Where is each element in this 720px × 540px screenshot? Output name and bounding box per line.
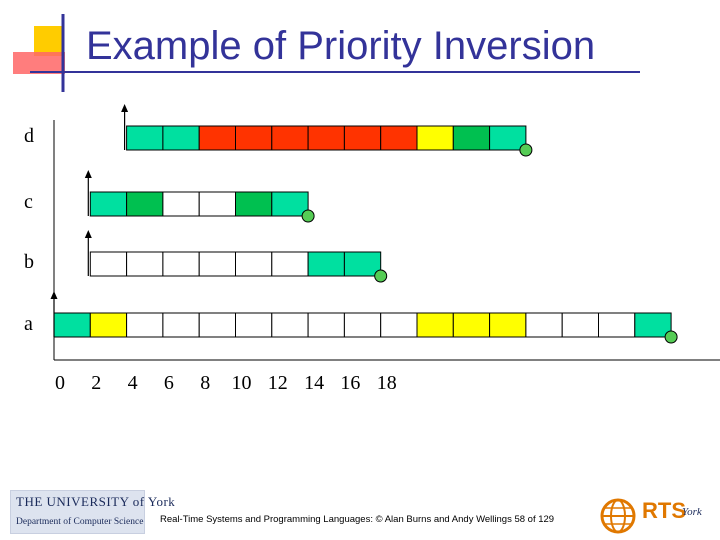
time-slot (162, 312, 200, 338)
time-slot (198, 312, 236, 338)
completion-marker-icon (664, 330, 678, 344)
time-slot (634, 312, 672, 338)
time-slot (271, 312, 309, 338)
time-slot (126, 312, 164, 338)
time-slot (380, 312, 418, 338)
time-slot (162, 191, 200, 217)
release-arrow-icon (84, 230, 92, 276)
tick-label: 14 (304, 372, 324, 394)
time-axis-ticks: 0 2 4 6 8 10 12 14 16 18 (55, 372, 397, 394)
time-slot (89, 312, 128, 338)
time-slot (343, 125, 382, 151)
deco-yellow-square (34, 26, 64, 56)
task-rows: d c b a (24, 104, 678, 344)
rts-logo-york: York (682, 506, 702, 518)
time-slot (343, 251, 382, 277)
time-slot (307, 312, 345, 338)
time-slot (126, 125, 164, 151)
time-slot (380, 125, 418, 151)
time-slot (271, 251, 309, 277)
time-slot (162, 125, 200, 151)
tick-label: 2 (91, 372, 101, 394)
task-row-c: c (24, 170, 315, 223)
time-slot (198, 191, 236, 217)
task-row-d: d (24, 104, 533, 157)
release-arrow-icon (50, 291, 58, 337)
tick-label: 10 (232, 372, 252, 394)
rts-logo: RTS York (598, 494, 710, 538)
task-label: a (24, 313, 33, 335)
university-logo: THE UNIVERSITY of York Department of Com… (10, 490, 175, 534)
university-logo-line2: Department of Computer Science (16, 517, 144, 527)
task-label: b (24, 251, 34, 273)
time-slot (89, 191, 128, 217)
deco-red-square (13, 52, 65, 74)
task-row-a: a (24, 291, 678, 344)
time-slot (307, 251, 345, 277)
time-slot (198, 251, 236, 277)
task-label: c (24, 191, 33, 213)
task-label: d (24, 125, 34, 147)
tick-label: 0 (55, 372, 65, 394)
tick-label: 18 (377, 372, 397, 394)
time-slot (126, 251, 164, 277)
time-slot (343, 312, 382, 338)
time-slot (307, 125, 345, 151)
time-slot (416, 312, 454, 338)
time-slot (126, 191, 164, 217)
time-slot (235, 312, 273, 338)
time-slot (598, 312, 636, 338)
time-slot (198, 125, 236, 151)
completion-marker-icon (374, 269, 388, 283)
rts-logo-text: RTS (642, 498, 686, 523)
time-slot (235, 191, 273, 217)
tick-label: 16 (340, 372, 360, 394)
completion-marker-icon (519, 143, 533, 157)
time-slot (271, 191, 309, 217)
time-slot (452, 125, 491, 151)
completion-marker-icon (301, 209, 315, 223)
page-title: Example of Priority Inversion (86, 24, 596, 68)
university-logo-line1: THE UNIVERSITY of York (16, 494, 176, 509)
release-arrow-icon (84, 170, 92, 216)
time-slot (561, 312, 600, 338)
time-slot (53, 312, 91, 338)
time-slot (235, 125, 273, 151)
time-slot (489, 312, 527, 338)
tick-label: 8 (200, 372, 210, 394)
time-slot (271, 125, 309, 151)
release-arrow-icon (121, 104, 129, 150)
tick-label: 12 (268, 372, 288, 394)
time-slot (416, 125, 454, 151)
task-row-b: b (24, 230, 388, 283)
time-slot (525, 312, 563, 338)
time-slot (162, 251, 200, 277)
tick-label: 4 (128, 372, 138, 394)
time-slot (89, 251, 128, 277)
time-slot (489, 125, 527, 151)
title-decoration (13, 14, 640, 92)
tick-label: 6 (164, 372, 174, 394)
globe-icon (600, 498, 636, 534)
time-slot (235, 251, 273, 277)
time-slot (452, 312, 491, 338)
footer-text: Real-Time Systems and Programming Langua… (160, 514, 555, 525)
